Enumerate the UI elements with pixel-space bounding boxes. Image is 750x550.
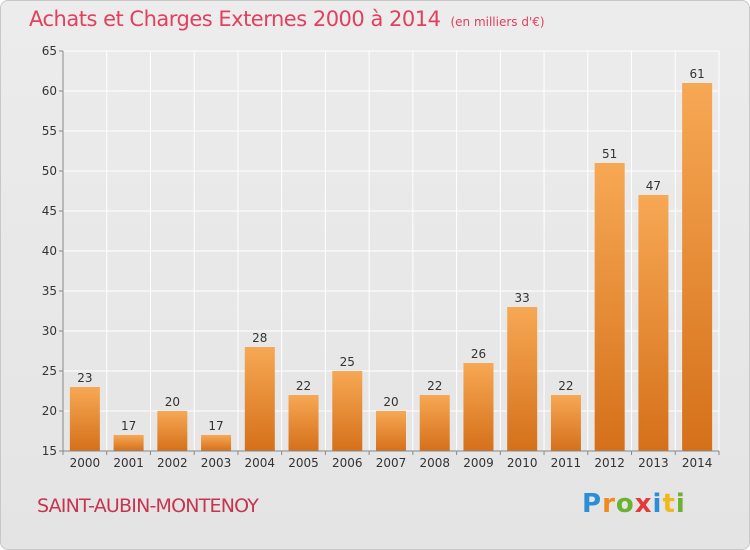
- bar-2012: [594, 163, 625, 451]
- x-tick-label: 2003: [201, 456, 232, 470]
- y-tick-label: 45: [42, 204, 57, 218]
- x-tick-label: 2010: [507, 456, 538, 470]
- bar-2000: [69, 387, 100, 451]
- x-tick-label: 2004: [245, 456, 276, 470]
- y-tick-label: 25: [42, 364, 57, 378]
- y-tick-label: 60: [42, 84, 57, 98]
- logo-letter: x: [634, 489, 653, 519]
- x-tick-label: 2008: [419, 456, 450, 470]
- y-tick-label: 55: [42, 124, 57, 138]
- data-label-2003: 17: [208, 419, 223, 433]
- x-tick-label: 2001: [113, 456, 144, 470]
- logo-letter: i: [675, 489, 686, 519]
- data-label-2011: 22: [558, 379, 573, 393]
- y-tick-label: 20: [42, 404, 57, 418]
- logo-letter: r: [602, 489, 616, 519]
- bar-2006: [332, 371, 363, 451]
- bar-2001: [113, 435, 144, 451]
- data-label-2009: 26: [471, 347, 486, 361]
- chart-title: Achats et Charges Externes 2000 à 2014 (e…: [29, 7, 545, 31]
- y-tick-label: 40: [42, 244, 57, 258]
- bar-2005: [288, 395, 319, 451]
- axes: 15 20 25 30 35 40 45 50 55 60 65 2000 2001 2002 2003 20…: [42, 44, 720, 470]
- x-tick-label: 2002: [157, 456, 188, 470]
- data-label-2005: 22: [296, 379, 311, 393]
- logo-letter: o: [615, 489, 635, 519]
- x-tick-label: 2014: [682, 456, 713, 470]
- logo-letter: P: [582, 489, 603, 519]
- data-label-2008: 22: [427, 379, 442, 393]
- bar-2007: [376, 411, 406, 451]
- chart-unit: (en milliers d'€): [450, 15, 545, 29]
- logo-letter: t: [662, 489, 676, 519]
- data-label-2004: 28: [252, 331, 267, 345]
- data-label-2007: 20: [383, 395, 398, 409]
- proxiti-logo: Proxiti: [582, 489, 686, 519]
- x-tick-label: 2005: [288, 456, 319, 470]
- data-label-2000: 23: [77, 371, 92, 385]
- x-tick-label: 2011: [551, 456, 582, 470]
- chart-title-text: Achats et Charges Externes 2000 à 2014: [29, 7, 441, 31]
- data-label-2014: 61: [689, 67, 704, 81]
- data-label-2013: 47: [646, 179, 661, 193]
- bar-2003: [201, 435, 232, 451]
- y-tick-label: 35: [42, 284, 57, 298]
- bar-2013: [638, 195, 669, 451]
- x-tick-label: 2000: [70, 456, 101, 470]
- x-tick-label: 2013: [638, 456, 669, 470]
- data-label-2001: 17: [121, 419, 136, 433]
- y-tick-label: 65: [42, 44, 57, 58]
- bar-2002: [157, 411, 188, 451]
- commune-name: SAINT-AUBIN-MONTENOY: [37, 495, 259, 517]
- x-tick-label: 2009: [463, 456, 494, 470]
- y-tick-label: 15: [42, 444, 57, 458]
- x-tick-label: 2007: [376, 456, 407, 470]
- data-label-2002: 20: [165, 395, 180, 409]
- bar-2004: [244, 347, 275, 451]
- bar-2011: [550, 395, 581, 451]
- data-label-2012: 51: [602, 147, 617, 161]
- bar-2014: [682, 83, 713, 451]
- bar-2009: [463, 363, 494, 451]
- y-tick-label: 30: [42, 324, 57, 338]
- logo-letter: i: [652, 489, 663, 519]
- data-label-2010: 33: [515, 291, 530, 305]
- bar-2010: [507, 307, 538, 451]
- x-tick-label: 2006: [332, 456, 363, 470]
- y-tick-label: 50: [42, 164, 57, 178]
- x-tick-label: 2012: [594, 456, 625, 470]
- bar-2008: [419, 395, 450, 451]
- bars: 23 17 20 17 28 22 25 20 22 26 33 22 51 47 61: [69, 67, 713, 451]
- data-label-2006: 25: [340, 355, 355, 369]
